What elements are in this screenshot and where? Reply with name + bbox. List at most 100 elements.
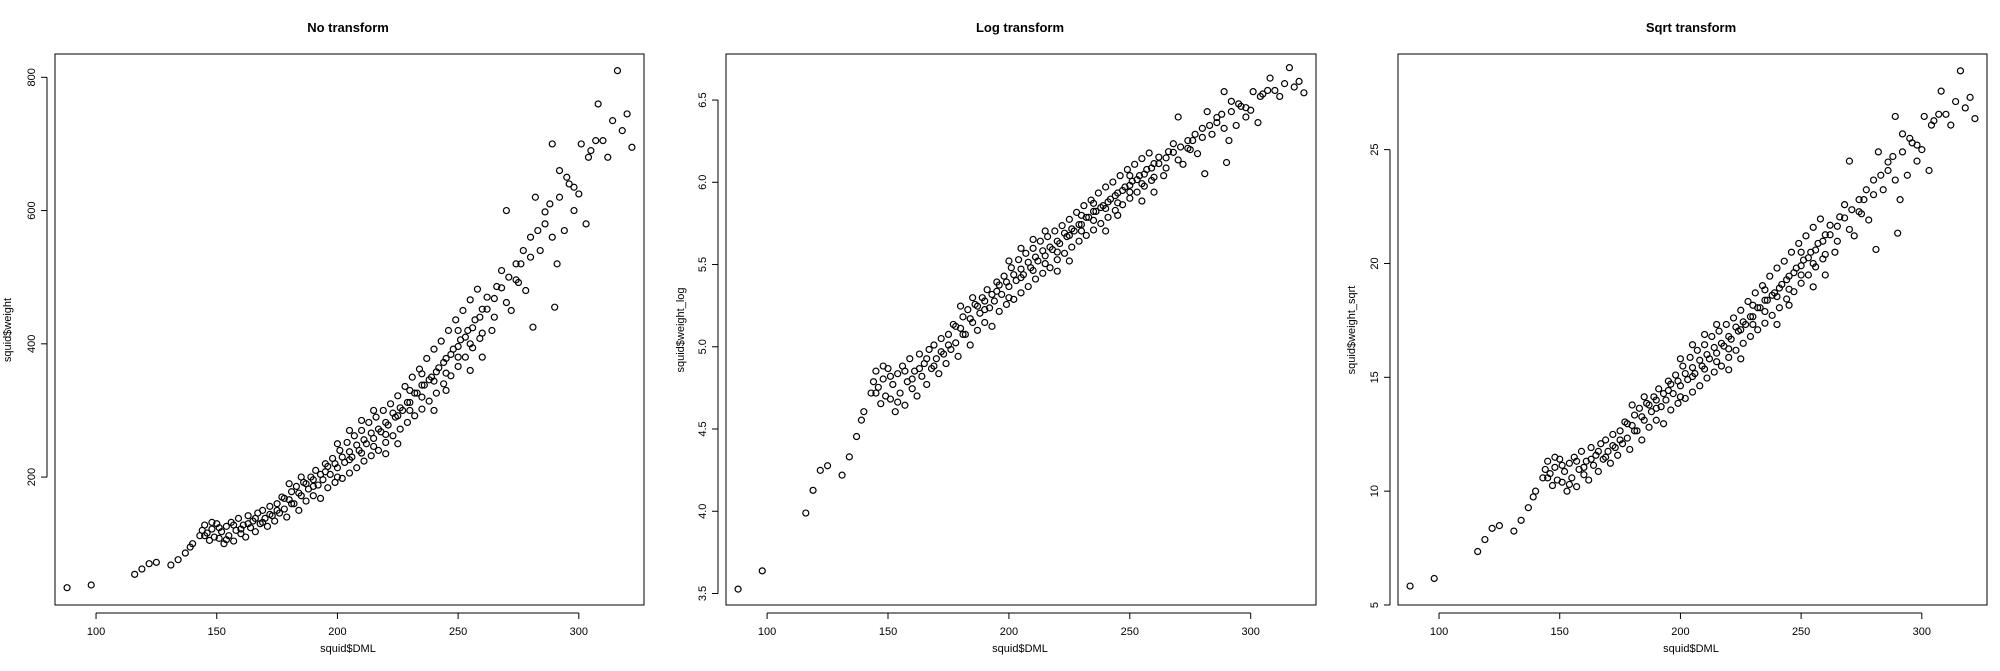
- x-axis: 100 150 200 250 300: [87, 612, 588, 638]
- data-point: [1077, 227, 1086, 235]
- x-tick-label: 150: [1551, 626, 1569, 638]
- data-point: [1787, 248, 1796, 256]
- data-point: [1017, 289, 1025, 297]
- data-point: [879, 362, 887, 370]
- data-point: [1104, 213, 1112, 221]
- y-axis: 3.5 4.0 4.5 5.0 5.5 6.0 6.5: [697, 92, 719, 601]
- data-point: [1169, 148, 1177, 156]
- data-point: [1715, 327, 1723, 335]
- data-point: [1203, 108, 1211, 116]
- data-point: [1768, 291, 1776, 299]
- data-point: [1162, 154, 1170, 162]
- data-point: [1925, 166, 1933, 175]
- data-point: [1956, 67, 1965, 75]
- data-point: [1126, 188, 1134, 196]
- data-point: [478, 305, 486, 313]
- data-point: [1587, 443, 1595, 452]
- data-point: [367, 429, 375, 437]
- data-point: [1652, 416, 1660, 424]
- data-point: [1097, 203, 1105, 212]
- plot-frame: [54, 53, 645, 606]
- data-point: [280, 505, 288, 513]
- data-point: [418, 381, 426, 389]
- data-point: [1138, 154, 1146, 163]
- x-tick-label: 200: [328, 626, 346, 638]
- data-point: [263, 522, 272, 530]
- data-point: [1155, 153, 1163, 161]
- y-tick-label: 25: [1369, 144, 1381, 156]
- data-point: [406, 386, 414, 395]
- data-point: [838, 471, 846, 479]
- data-point: [343, 438, 351, 447]
- data-point: [1833, 237, 1841, 245]
- data-point: [1749, 313, 1757, 321]
- data-point: [1068, 225, 1076, 233]
- data-point: [944, 330, 953, 338]
- data-point: [981, 306, 989, 314]
- data-point: [908, 375, 916, 383]
- data-point: [1725, 345, 1733, 353]
- data-point: [952, 322, 960, 330]
- data-point: [526, 253, 535, 261]
- data-point: [1208, 130, 1216, 138]
- data-point: [1138, 197, 1146, 205]
- data-point: [1761, 307, 1769, 316]
- data-point: [1884, 166, 1892, 175]
- data-point: [476, 313, 484, 321]
- data-point: [287, 488, 296, 496]
- y-tick-label: 10: [1369, 485, 1381, 497]
- data-point: [1548, 481, 1557, 490]
- data-point: [1060, 249, 1069, 257]
- data-point: [1630, 411, 1639, 419]
- data-point: [1865, 216, 1873, 224]
- data-point: [447, 350, 455, 359]
- data-point: [1140, 170, 1148, 178]
- data-point: [1966, 93, 1974, 101]
- data-point: [497, 266, 506, 275]
- data-point: [454, 353, 462, 361]
- data-point: [915, 364, 924, 373]
- data-point: [1609, 442, 1617, 450]
- data-point: [1065, 257, 1073, 265]
- data-point: [1674, 399, 1682, 407]
- data-point: [1616, 427, 1624, 435]
- data-point: [966, 341, 974, 349]
- data-point: [1913, 157, 1921, 165]
- data-point: [1541, 465, 1549, 474]
- data-point: [302, 480, 310, 488]
- data-point: [959, 313, 967, 321]
- data-point: [1768, 311, 1776, 319]
- data-point: [338, 453, 346, 461]
- data-point: [541, 208, 549, 216]
- data-point: [360, 457, 368, 465]
- data-point: [1594, 447, 1602, 455]
- data-point: [1242, 113, 1250, 121]
- data-point: [959, 330, 967, 338]
- data-point: [577, 140, 585, 148]
- data-point: [181, 549, 189, 557]
- x-tick-label: 300: [1242, 626, 1260, 638]
- x-tick-label: 250: [1121, 626, 1139, 638]
- data-point: [188, 540, 197, 548]
- data-point: [280, 494, 288, 502]
- data-points: [734, 64, 1308, 593]
- y-tick-label: 4.5: [697, 421, 709, 436]
- data-point: [1406, 582, 1414, 590]
- data-point: [1708, 332, 1716, 341]
- data-point: [1529, 493, 1537, 501]
- data-point: [333, 473, 342, 481]
- data-point: [932, 355, 940, 363]
- data-point: [1737, 355, 1745, 363]
- data-point: [497, 284, 506, 292]
- data-point: [208, 518, 216, 526]
- data-point: [628, 143, 636, 151]
- data-point: [1065, 215, 1073, 223]
- data-point: [411, 412, 419, 420]
- data-point: [1102, 204, 1110, 213]
- data-point: [1725, 332, 1733, 341]
- panel-title: Log transform: [976, 20, 1064, 35]
- data-point: [408, 373, 416, 381]
- data-point: [1160, 172, 1168, 180]
- data-point: [1036, 237, 1044, 245]
- data-point: [1773, 292, 1781, 301]
